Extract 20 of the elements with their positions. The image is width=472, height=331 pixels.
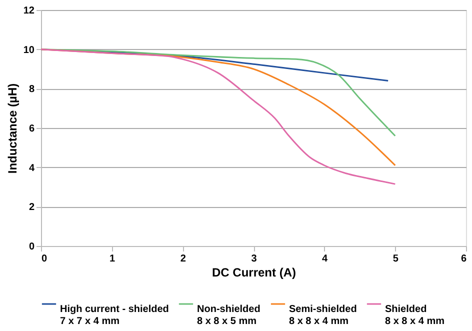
legend-label: High current - shielded 7 x 7 x 4 mm — [60, 304, 169, 327]
x-axis-title: DC Current (A) — [212, 266, 296, 280]
y-tick-label: 0 — [28, 242, 35, 252]
y-tick-label: 8 — [28, 84, 35, 96]
legend-label: Non-shielded 8 x 8 x 5 mm — [197, 304, 260, 327]
y-tick-label: 10 — [23, 44, 35, 56]
legend-label: Semi-shielded 8 x 8 x 4 mm — [289, 304, 357, 327]
legend-label: Shielded 8 x 8 x 4 mm — [385, 304, 445, 327]
x-tick-label: 5 — [392, 254, 399, 264]
x-tick-label: 3 — [251, 254, 258, 264]
x-tick-label: 2 — [180, 254, 186, 264]
y-tick-label: 2 — [28, 202, 35, 214]
x-tick-label: 4 — [322, 254, 328, 264]
x-tick-label: 0 — [42, 254, 48, 264]
y-axis-title: Inductance (µH) — [5, 83, 20, 174]
x-tick-label: 6 — [460, 254, 467, 264]
x-tick-label: 1 — [110, 254, 116, 264]
y-tick-label: 12 — [23, 6, 35, 16]
y-tick-label: 6 — [28, 124, 35, 134]
y-tick-label: 4 — [28, 162, 35, 174]
